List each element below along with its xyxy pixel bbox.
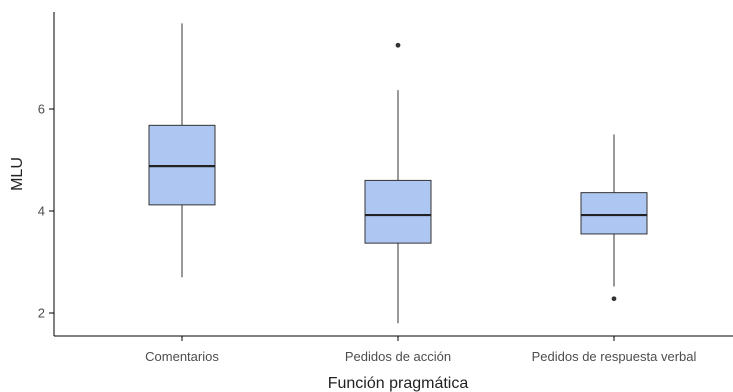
box-3 — [580, 134, 648, 302]
y-ticks: 2 4 6 — [38, 102, 54, 321]
y-tick-label: 4 — [38, 204, 45, 219]
x-tick-label: Pedidos de respuesta verbal — [532, 349, 697, 364]
x-tick-label: Comentarios — [145, 349, 219, 364]
y-tick-label: 2 — [38, 306, 45, 321]
y-axis-title: MLU — [9, 157, 26, 191]
iqr-box — [364, 179, 432, 244]
outlier-point — [395, 42, 401, 48]
axes — [53, 12, 733, 337]
box-2 — [364, 42, 432, 324]
x-axis-title: Función pragmática — [328, 375, 469, 392]
boxes — [148, 23, 648, 324]
y-tick-label: 6 — [38, 102, 45, 117]
x-ticks: Comentarios Pedidos de acción Pedidos de r… — [145, 336, 696, 364]
x-tick-label: Pedidos de acción — [345, 349, 451, 364]
box-1 — [148, 23, 216, 278]
outlier-point — [611, 296, 617, 302]
iqr-box — [580, 192, 648, 235]
